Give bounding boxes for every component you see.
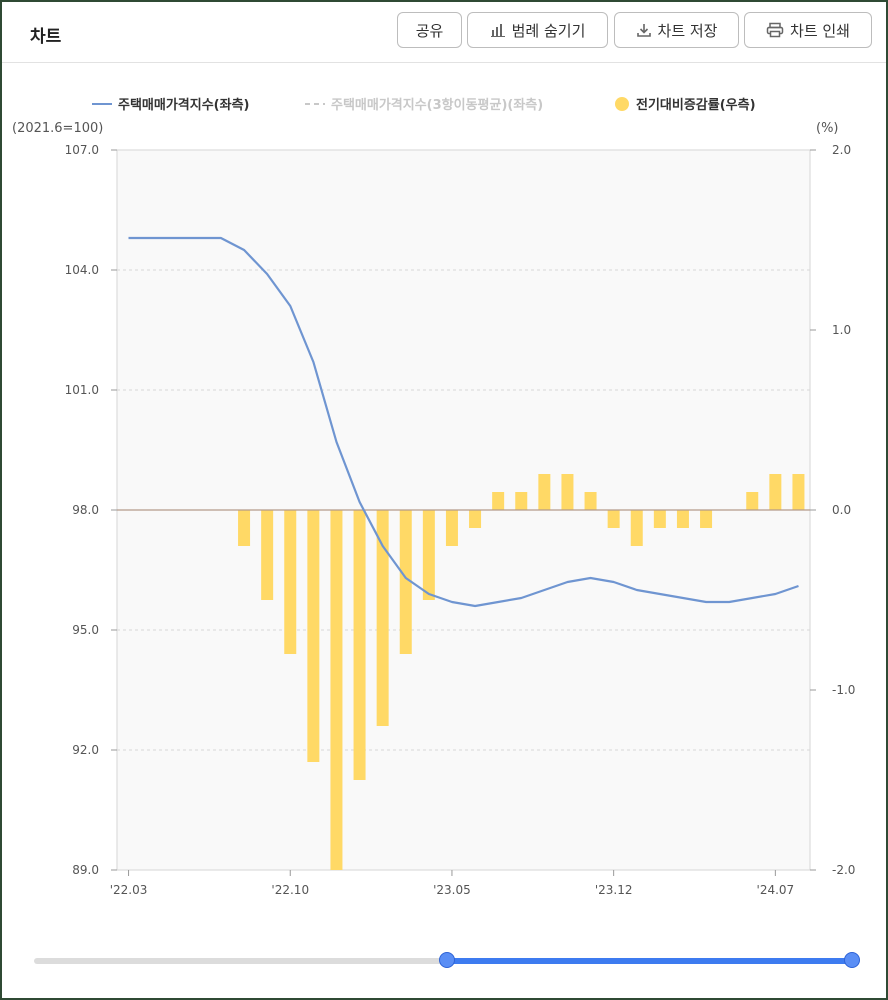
bar-change-rate <box>399 510 412 654</box>
bar-change-rate <box>607 510 620 528</box>
bar-change-rate <box>700 510 713 528</box>
legend-item-price-index[interactable]: 주택매매가격지수(좌측) <box>92 94 249 113</box>
printer-icon <box>766 22 784 38</box>
bar-change-rate <box>422 510 435 600</box>
left-axis-unit: (2021.6=100) <box>12 121 103 136</box>
chart-header: 차트 공유 범례 숨기기 <box>2 2 886 63</box>
share-button[interactable]: 공유 <box>397 12 462 48</box>
right-axis-tick-label: 1.0 <box>832 323 851 337</box>
right-axis-tick-label: 0.0 <box>832 503 851 517</box>
bar-change-rate <box>561 474 574 510</box>
x-axis-tick-label: '22.03 <box>110 883 148 897</box>
slider-handle-end[interactable] <box>844 952 860 968</box>
bar-change-rate <box>630 510 643 546</box>
legend-item-moving-average[interactable]: 주택매매가격지수(3항이동평균)(좌측) <box>305 94 543 113</box>
bar-change-rate <box>492 492 505 510</box>
left-axis-tick-label: 104.0 <box>65 263 99 277</box>
bar-change-rate <box>238 510 251 546</box>
bar-change-rate <box>261 510 274 600</box>
x-axis-tick-label: '22.10 <box>271 883 309 897</box>
bar-change-rate <box>445 510 458 546</box>
bar-change-rate <box>515 492 528 510</box>
legend-label-change-rate: 전기대비증감률(우측) <box>636 98 756 113</box>
download-icon <box>636 22 652 38</box>
left-axis-tick-label: 98.0 <box>72 503 99 517</box>
left-axis-tick-label: 101.0 <box>65 383 99 397</box>
bar-change-rate <box>792 474 805 510</box>
bar-change-rate <box>353 510 366 780</box>
bar-change-rate <box>538 474 551 510</box>
slider-selected-range[interactable] <box>447 958 852 964</box>
left-axis-tick-label: 92.0 <box>72 743 99 757</box>
slider-handle-start[interactable] <box>439 952 455 968</box>
range-slider[interactable] <box>34 952 860 970</box>
hide-legend-button-label: 범례 숨기기 <box>511 21 586 40</box>
print-chart-button[interactable]: 차트 인쇄 <box>744 12 872 48</box>
bar-change-rate <box>746 492 759 510</box>
panel-title: 차트 <box>30 27 62 47</box>
legend-dot-icon <box>615 96 629 111</box>
legend-icon <box>490 22 506 38</box>
right-axis-tick-label: 2.0 <box>832 143 851 157</box>
bar-change-rate <box>307 510 320 762</box>
right-axis-tick-label: -2.0 <box>832 863 855 877</box>
bar-change-rate <box>284 510 297 654</box>
combo-chart: 107.0 104.0 101.0 98.0 95.0 92.0 89.0 2.0 1.0 0.0… <box>12 121 855 897</box>
x-axis-tick-label: '24.07 <box>757 883 795 897</box>
legend-dashed-line-icon <box>305 102 325 105</box>
plot-background <box>116 149 811 871</box>
legend-item-change-rate[interactable]: 전기대비증감률(우측) <box>614 94 756 113</box>
legend-label-price-index: 주택매매가격지수(좌측) <box>118 98 250 113</box>
line-price-index <box>128 236 799 608</box>
bar-change-rate <box>376 510 389 726</box>
save-chart-button[interactable]: 차트 저장 <box>614 12 739 48</box>
bar-change-rate <box>676 510 689 528</box>
share-button-label: 공유 <box>415 21 444 40</box>
bar-change-rate <box>330 510 343 870</box>
chart-legend: 주택매매가격지수(좌측) 주택매매가격지수(3항이동평균)(좌측) 전기대비증감… <box>2 94 886 114</box>
x-axis-tick-label: '23.05 <box>433 883 471 897</box>
print-chart-button-label: 차트 인쇄 <box>790 21 850 40</box>
legend-label-moving-average: 주택매매가격지수(3항이동평균)(좌측) <box>331 98 544 113</box>
bar-change-rate <box>469 510 482 528</box>
x-axis-tick-label: '23.12 <box>595 883 633 897</box>
left-axis-tick-label: 89.0 <box>72 863 99 877</box>
save-chart-button-label: 차트 저장 <box>657 21 718 40</box>
bar-change-rate <box>584 492 597 510</box>
hide-legend-button[interactable]: 범례 숨기기 <box>467 12 608 48</box>
left-axis-tick-label: 107.0 <box>65 143 99 157</box>
bar-change-rate <box>653 510 666 528</box>
bar-change-rate <box>769 474 782 510</box>
left-axis-tick-label: 95.0 <box>72 623 99 637</box>
right-axis-tick-label: -1.0 <box>832 683 855 697</box>
right-axis-unit: (%) <box>816 121 839 136</box>
legend-line-icon <box>92 102 112 105</box>
